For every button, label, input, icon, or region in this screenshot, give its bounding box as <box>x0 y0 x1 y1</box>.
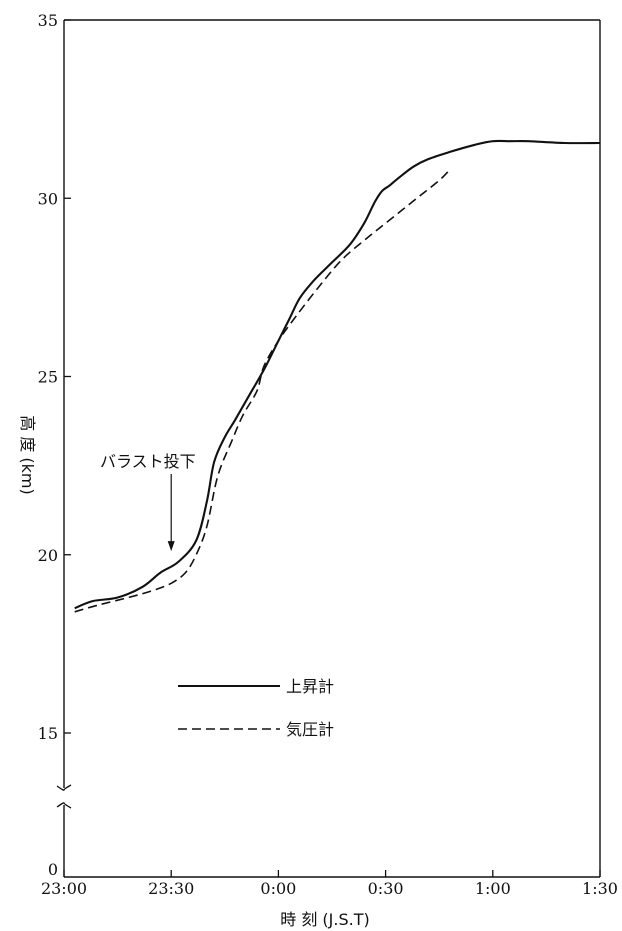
x-tick-label: 1:00 <box>475 879 511 898</box>
annotation-layer: バラスト投下 <box>100 452 196 552</box>
y-tick-label-zero: 0 <box>48 860 58 879</box>
x-tick-label: 23:00 <box>41 879 87 898</box>
x-axis: 23:00 23:30 0:00 0:30 1:00 1:30 <box>41 870 618 898</box>
y-axis-title: 高 度 (km) <box>18 415 37 495</box>
x-tick-label: 23:30 <box>148 879 194 898</box>
x-tick-label: 0:30 <box>368 879 404 898</box>
y-tick-label: 30 <box>38 189 58 208</box>
series-layer <box>74 139 601 613</box>
y-tick-label: 25 <box>38 368 58 387</box>
y-tick-label: 20 <box>38 546 58 565</box>
y-axis: 35 30 25 20 15 0 <box>38 11 71 879</box>
legend: 上昇計 気圧計 <box>178 677 334 739</box>
series-line-ascent-meter <box>74 139 601 610</box>
axis-break-mark-upper <box>56 784 72 791</box>
legend-label-barometer: 気圧計 <box>286 720 334 739</box>
x-tick-label: 0:00 <box>260 879 296 898</box>
plot-frame <box>56 19 601 878</box>
y-tick-label: 15 <box>38 724 58 743</box>
ballast-drop-arrow-head <box>167 541 175 552</box>
axis-break-mark-lower <box>56 802 72 809</box>
y-tick-label: 35 <box>38 11 58 30</box>
x-axis-title: 時 刻 (J.S.T) <box>280 910 369 929</box>
ballast-drop-label: バラスト投下 <box>100 452 196 471</box>
legend-label-ascent-meter: 上昇計 <box>286 677 334 696</box>
series-line-barometer <box>74 169 451 613</box>
x-tick-label: 1:30 <box>582 879 618 898</box>
